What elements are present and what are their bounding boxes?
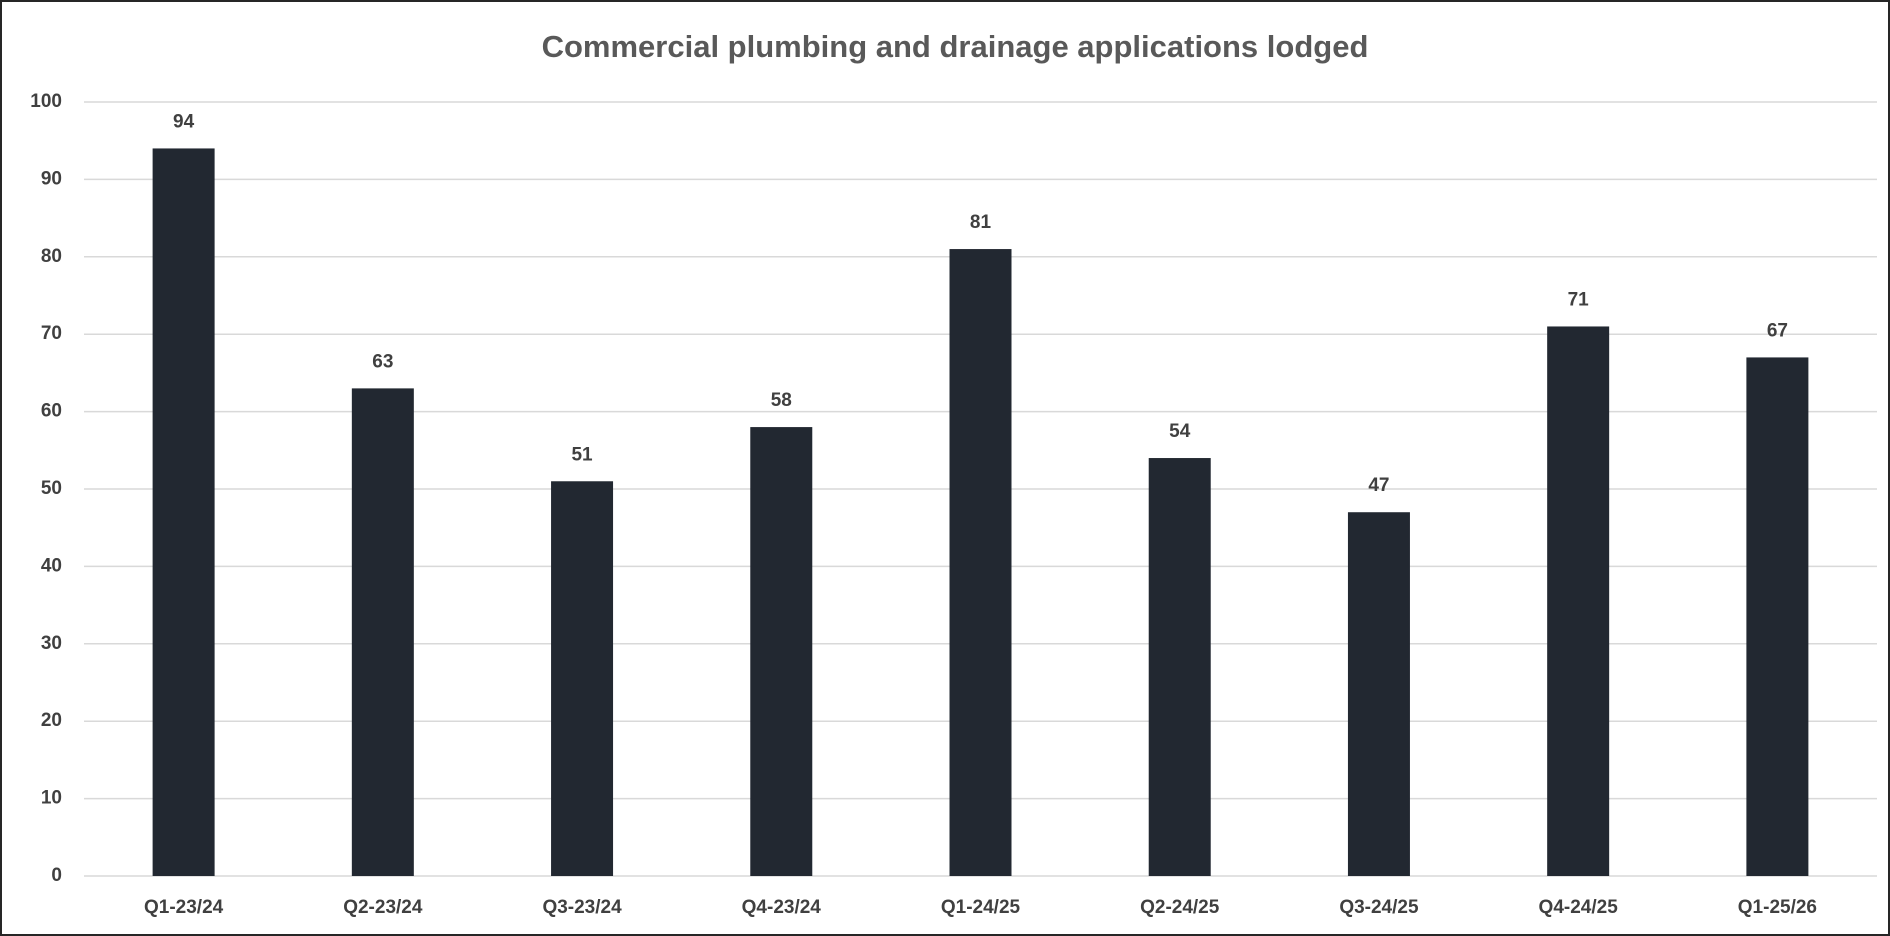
x-tick-label: Q1-25/26 [1738,897,1817,918]
x-tick-label: Q2-24/25 [1140,897,1220,918]
bar [949,249,1012,876]
x-tick-label: Q2-23/24 [343,897,423,918]
data-label: 47 [1368,475,1389,496]
bar [351,388,414,876]
y-tick-label: 100 [30,91,62,112]
x-tick-label: Q1-23/24 [144,897,224,918]
bar [1547,326,1610,877]
y-tick-label: 50 [41,478,62,499]
data-label: 94 [173,111,195,132]
data-label: 67 [1767,320,1788,341]
x-tick-label: Q4-23/24 [742,897,822,918]
data-label: 51 [571,444,593,465]
data-label: 81 [970,212,992,233]
y-tick-label: 20 [41,710,62,731]
data-label: 63 [372,351,393,372]
bar [1148,458,1211,876]
y-tick-label: 40 [41,555,62,576]
bar [1746,357,1809,876]
bar [750,427,813,876]
x-tick-label: Q1-24/25 [941,897,1021,918]
x-tick-label: Q3-24/25 [1339,897,1419,918]
data-label: 71 [1568,289,1590,310]
y-tick-label: 80 [41,246,62,267]
bar [152,148,215,876]
y-tick-label: 90 [41,168,62,189]
x-tick-label: Q4-24/25 [1539,897,1619,918]
data-label: 58 [771,390,792,411]
y-tick-label: 0 [51,865,62,886]
y-tick-label: 70 [41,323,62,344]
data-label: 54 [1169,421,1191,442]
x-tick-label: Q3-23/24 [542,897,622,918]
y-tick-label: 30 [41,633,62,654]
bar [1347,512,1410,876]
y-tick-label: 10 [41,788,62,809]
bar [551,481,614,876]
y-tick-label: 60 [41,401,62,422]
chart-title: Commercial plumbing and drainage applica… [542,29,1369,64]
